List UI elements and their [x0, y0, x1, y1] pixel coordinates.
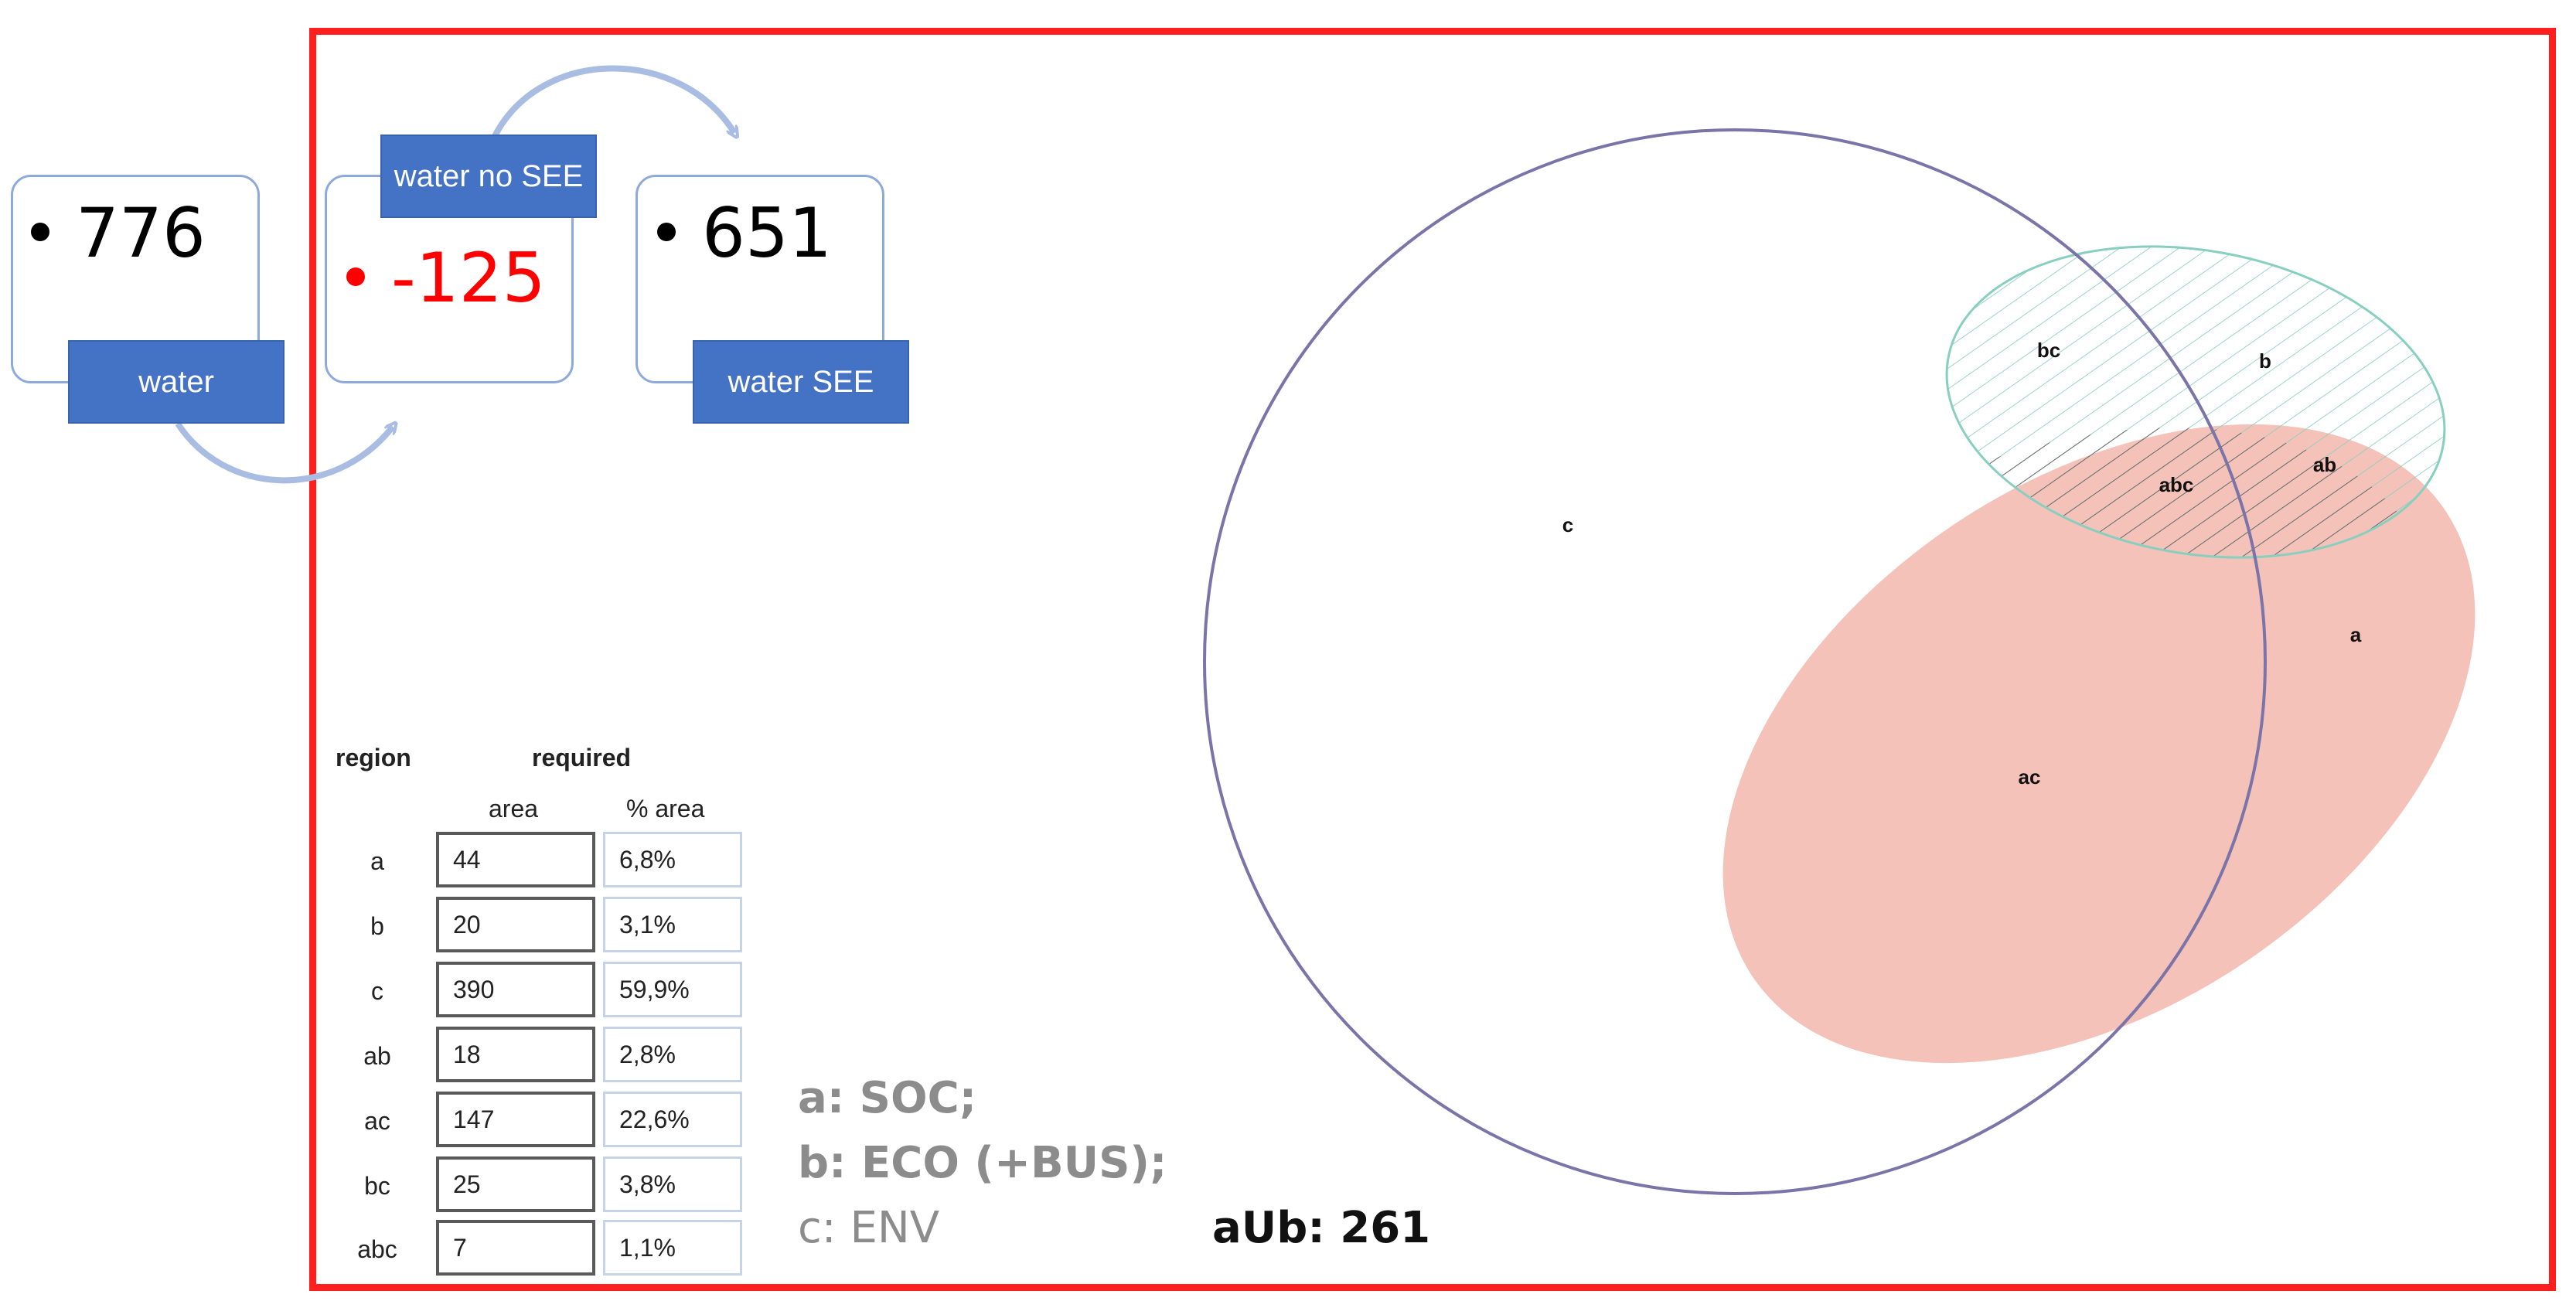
legend-b: b: ECO (+BUS);: [798, 1138, 1167, 1188]
pct-cell: 1,1%: [603, 1220, 742, 1276]
table-header-region: region: [336, 744, 411, 772]
ellipse-a: [1722, 424, 2475, 1064]
union-label: aUb: 261: [1212, 1203, 1431, 1253]
region-label-a: a: [2350, 623, 2362, 646]
region-label-ab: ab: [2313, 453, 2336, 476]
bullet-icon: [31, 223, 49, 242]
node-water-see-value: 651: [657, 193, 832, 273]
area-cell: 7: [436, 1220, 595, 1276]
bullet-icon: [346, 267, 365, 287]
row-region: c: [371, 977, 383, 1005]
arrow-noSEE-to-SEE: [492, 65, 734, 136]
row-region: abc: [357, 1235, 397, 1263]
area-cell: 390: [436, 962, 595, 1017]
pct-cell: 3,1%: [603, 897, 742, 952]
pct-cell: 2,8%: [603, 1027, 742, 1082]
red-frame: [309, 28, 2556, 1291]
circle-c: [1203, 128, 2267, 1195]
region-label-c: c: [1562, 513, 1573, 536]
region-label-ac: ac: [2019, 765, 2041, 789]
region-label-b: b: [2259, 349, 2271, 373]
node-water-value: 776: [31, 193, 206, 273]
node-water-no-see-value: -125: [346, 238, 546, 318]
node-water-see-tag: water SEE: [693, 340, 909, 424]
row-region: b: [370, 912, 384, 940]
area-cell: 20: [436, 897, 595, 952]
arrow-water-to-noSEE: [175, 424, 393, 484]
area-cell: 18: [436, 1027, 595, 1082]
area-cell: 25: [436, 1156, 595, 1212]
pct-cell: 59,9%: [603, 962, 742, 1017]
table-header-required: required: [532, 744, 632, 772]
ellipse-b: [1945, 245, 2446, 559]
row-region: ac: [364, 1107, 390, 1135]
region-label-bc: bc: [2037, 339, 2060, 362]
table-subheader-area: area: [489, 795, 539, 823]
region-label-abc: abc: [2159, 473, 2194, 496]
row-region: bc: [364, 1172, 390, 1200]
bullet-icon: [657, 223, 676, 242]
table-subheader-pct: % area: [626, 795, 705, 823]
pct-cell: 3,8%: [603, 1156, 742, 1212]
area-cell: 44: [436, 832, 595, 887]
row-region: ab: [363, 1042, 391, 1070]
row-region: a: [370, 847, 384, 875]
legend-c: c: ENV: [798, 1203, 940, 1253]
pct-cell: 6,8%: [603, 832, 742, 887]
area-cell: 147: [436, 1092, 595, 1147]
pct-cell: 22,6%: [603, 1092, 742, 1147]
node-water-no-see-tag: water no SEE: [380, 135, 597, 218]
node-water-tag: water: [68, 340, 285, 424]
legend-a: a: SOC;: [798, 1073, 977, 1123]
